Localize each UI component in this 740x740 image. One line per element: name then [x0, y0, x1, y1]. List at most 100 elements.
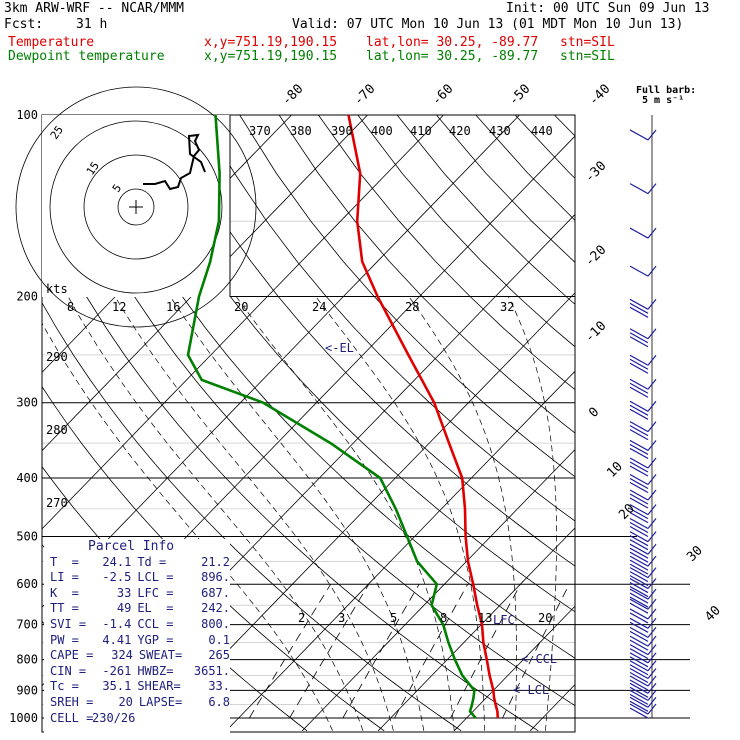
parcel-param-value: 230/26 [92, 710, 136, 725]
parcel-param-label [135, 711, 190, 727]
wind-barb [629, 555, 657, 575]
dry-adiabat-460 [633, 115, 740, 731]
dry-adiabat-440 [554, 115, 575, 137]
barb-staff [647, 588, 657, 600]
isotherm-label-right: 30 [684, 543, 706, 565]
barb-flag [629, 686, 649, 698]
parcel-param-value: 265 [208, 648, 231, 663]
barb-flag [629, 473, 649, 486]
isotherm-label-right: -10 [582, 319, 609, 346]
barb-staff [647, 457, 657, 469]
parcel-info-row: SVI = -1.4 CCL = 800. [44, 617, 230, 633]
barb-flag [629, 578, 649, 590]
barb-flag [629, 298, 649, 310]
parcel-param-value: 0.1 [208, 632, 230, 647]
parcel-param-label: LFC = [137, 585, 174, 600]
mixing-ratio-label: 13 [478, 611, 492, 625]
parcel-param-label: EL = [137, 601, 174, 616]
wind-barb [629, 567, 657, 587]
barb-staff [647, 696, 657, 708]
dry-adiabat-330 [121, 115, 575, 613]
barb-flag [629, 660, 649, 672]
theta-e-label: 370 [249, 124, 271, 138]
barb-flag [629, 700, 649, 712]
pressure-tick-400: 400 [16, 471, 38, 485]
barb-flag [629, 504, 649, 516]
parcel-param-label: CIN = [50, 663, 87, 678]
barb-staff [647, 555, 657, 567]
mixing-ratio-3 [289, 583, 370, 719]
wind-barb [629, 129, 657, 141]
parcel-info-row: CELL = 230/26 [44, 711, 230, 727]
parcel-info-row: CAPE = 324 SWEAT= 265 [44, 648, 230, 664]
barb-flag [629, 689, 649, 701]
barb-staff [647, 227, 657, 239]
barb-staff [647, 298, 657, 310]
temperature-xy: x,y=751.19,190.15 [204, 35, 338, 50]
parcel-param-value: 800. [201, 616, 230, 631]
wind-barb [629, 183, 657, 195]
barb-flag [629, 679, 649, 691]
barb-flag [629, 644, 649, 656]
barb-staff [647, 598, 657, 610]
parcel-info-row: CIN = -261 HWBZ= 3651. [44, 664, 230, 680]
barb-flag [629, 592, 649, 604]
barb-legend-value: 5 m s⁻¹ [642, 95, 685, 106]
pressure-tick-600: 600 [16, 577, 38, 591]
barb-staff [647, 626, 657, 638]
barb-staff [647, 617, 657, 629]
parcel-param-label: YGP = [137, 632, 174, 647]
isotherm--80 [42, 115, 292, 373]
barb-flag [629, 682, 649, 694]
moist-adiabat-24 [315, 296, 485, 731]
barb-flag [629, 664, 649, 676]
barb-legend: Full barb: 5 m s⁻¹ [636, 86, 696, 106]
parcel-param-value [190, 711, 230, 727]
dewpoint-station: stn=SIL [560, 49, 615, 64]
barb-staff [647, 440, 657, 451]
barb-flag [629, 567, 649, 579]
barb-flag [629, 630, 649, 642]
wind-barb [629, 517, 657, 538]
wind-barb [629, 635, 657, 651]
wind-barb [629, 328, 657, 348]
barb-flag [629, 481, 649, 494]
parcel-param-label: LCL = [137, 570, 174, 585]
wind-barb [629, 703, 657, 719]
isotherm--60 [42, 115, 444, 530]
hodo-ring-label: 20 [234, 300, 248, 314]
dry-adiabat-380 [318, 115, 575, 391]
barb-staff [647, 608, 657, 620]
moist-adiabat-16 [169, 296, 425, 731]
barb-flag [629, 447, 649, 459]
wind-barb [629, 439, 657, 459]
barb-flag [629, 302, 649, 314]
parcel-param-value: 687. [201, 585, 230, 600]
isotherm-label-top: -70 [351, 82, 378, 109]
wind-barb [629, 682, 657, 698]
barb-flag [629, 539, 649, 551]
wind-barb [629, 689, 657, 705]
parcel-param-value: 49 [116, 601, 132, 616]
hodo-units-label: kts [46, 282, 68, 296]
parcel-param-label: TT = [50, 601, 79, 616]
dry-adiabat-300 [42, 211, 539, 732]
wind-barb [629, 675, 657, 691]
wind-barb [629, 531, 657, 551]
hodo-ring [49, 120, 223, 294]
barb-flag [629, 354, 649, 366]
temperature-station: stn=SIL [560, 35, 615, 50]
mixing-ratio-label: 3 [338, 611, 345, 625]
isotherm-20 [453, 605, 575, 732]
barb-flag [629, 543, 649, 555]
parcel-param-value: 35.1 [102, 679, 132, 694]
parcel-param-label: K = [50, 585, 79, 600]
theta-label: 290 [46, 350, 68, 364]
forecast-hour: 31 h [76, 17, 108, 32]
wind-barb [629, 421, 657, 441]
barb-flag [629, 588, 649, 600]
parcel-info-title: Parcel Info [88, 539, 175, 554]
theta-e-label: 400 [371, 124, 393, 138]
parcel-param-label: T = [50, 554, 79, 569]
